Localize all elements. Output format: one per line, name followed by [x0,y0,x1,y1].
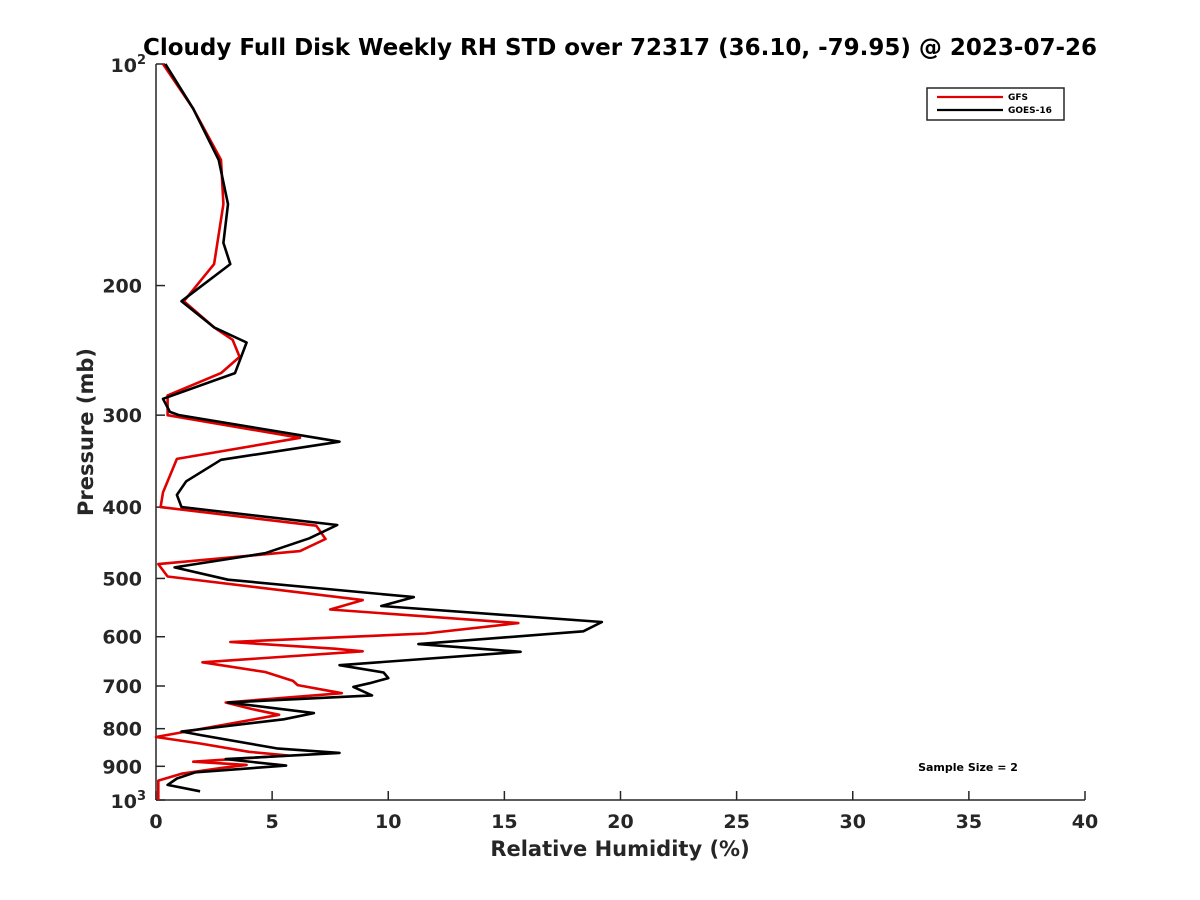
y-tick-label: 600 [102,627,142,649]
y-tick-label: 800 [102,719,142,741]
x-tick-label: 0 [149,811,162,833]
x-axis-ticks: 0 5 10 15 20 25 30 35 40 [149,791,1098,833]
series-line-gfs [154,63,520,800]
legend-label-goes16: GOES-16 [1008,106,1052,116]
y-tick-label: 102 [111,53,147,77]
y-tick-label: 400 [102,497,142,519]
y-tick-label: 700 [102,676,142,698]
x-tick-label: 15 [491,811,517,833]
x-tick-label: 40 [1072,811,1098,833]
x-axis-label: Relative Humidity (%) [490,837,749,861]
x-tick-label: 10 [375,811,401,833]
y-axis-ticks: 102 200 300 400 500 600 700 800 900 103 [102,53,165,813]
y-tick-label: 300 [102,405,142,427]
legend-box [926,87,1065,121]
y-tick-label: 200 [102,276,142,298]
legend-label-gfs: GFS [1008,93,1028,103]
plot-area [155,64,1085,801]
y-tick-label: 900 [102,756,142,778]
legend: GFS GOES-16 [926,87,1065,121]
chart-title: Cloudy Full Disk Weekly RH STD over 7231… [143,35,1097,61]
y-axis-label: Pressure (mb) [74,348,98,516]
sample-size-annotation: Sample Size = 2 [918,761,1018,774]
x-tick-label: 25 [723,811,749,833]
series-layer [154,63,604,800]
x-tick-label: 30 [840,811,866,833]
x-tick-label: 20 [607,811,633,833]
y-tick-label: 103 [111,789,147,813]
x-tick-label: 5 [266,811,279,833]
series-line-goes16 [161,63,604,793]
x-tick-label: 35 [956,811,982,833]
y-tick-label: 500 [102,568,142,590]
